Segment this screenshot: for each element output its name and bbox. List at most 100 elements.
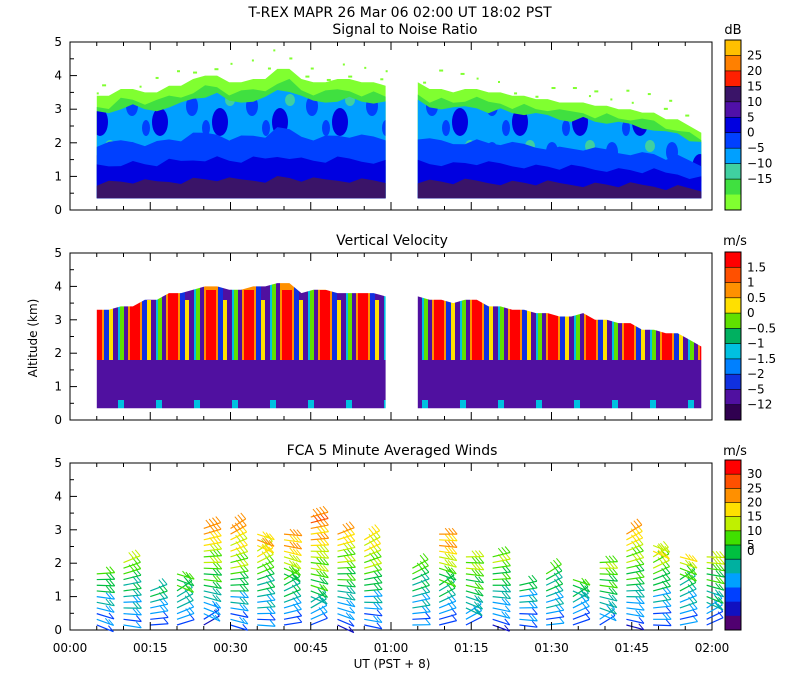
echo-speckle <box>588 95 591 98</box>
wind-barb-flag <box>451 547 458 555</box>
wind-barb-shaft <box>599 590 618 595</box>
wind-barb-flag <box>528 588 535 596</box>
y-axis-label: Altitude (km) <box>26 299 40 378</box>
wind-barb-flag <box>268 546 275 554</box>
wind-barb-shaft <box>283 589 301 598</box>
wind-barb-shaft <box>96 613 115 620</box>
wind-barb-shaft <box>310 578 329 585</box>
data-layer <box>96 283 386 409</box>
wind-barb-shaft <box>203 573 222 576</box>
wind-barb-shaft <box>96 618 114 627</box>
wind-barb-shaft <box>626 613 645 618</box>
wind-barb-flag <box>242 617 249 625</box>
wind-barb-shaft <box>706 597 723 609</box>
colorbar-frame <box>724 39 742 211</box>
wind-barb-shaft <box>652 546 669 558</box>
wind-barb-flag <box>322 591 328 598</box>
wind-barb-flag <box>661 544 667 552</box>
wind-barb-shaft <box>203 522 221 530</box>
wind-barb-flag <box>295 562 302 570</box>
wind-barb-flag <box>319 506 326 514</box>
wind-barb-shaft <box>652 566 670 575</box>
wind-barb-flag <box>296 542 303 550</box>
wind-barb-flag <box>501 572 508 580</box>
wind-barb-shaft <box>599 584 618 589</box>
wind-barb-flag <box>714 589 721 596</box>
wind-barb-flag <box>323 525 329 532</box>
wind-barb-flag <box>346 554 353 562</box>
wind-barb-shaft <box>230 564 249 569</box>
wind-barb-shaft <box>310 611 328 620</box>
echo-speckle <box>551 87 556 90</box>
wind-barb-flag <box>448 547 454 554</box>
wind-barb-flag <box>136 601 142 609</box>
wind-barb-flag <box>215 601 222 609</box>
wind-barb-flag <box>444 540 451 547</box>
wind-barb-shaft <box>364 618 383 624</box>
wind-barb-flag <box>635 596 642 604</box>
colorbar-swatch <box>725 374 741 390</box>
wind-barb-shaft <box>653 592 671 598</box>
wind-barb-shaft <box>652 585 671 592</box>
wind-barb-flag <box>346 599 352 607</box>
wind-barb-flag <box>478 576 485 584</box>
wind-barb-flag <box>630 534 637 542</box>
snr-x-ticks <box>69 42 713 210</box>
wind-barb-shaft <box>310 511 329 518</box>
wind-barb-flag <box>323 531 330 539</box>
colorbar-swatch <box>725 163 741 180</box>
wind-barb-shaft <box>176 586 193 598</box>
wind-barb-flag <box>318 596 325 603</box>
wind-barb-flag <box>261 543 268 551</box>
wind-barb-shaft <box>652 579 671 586</box>
wind-barb-flag <box>350 573 356 581</box>
wind-barb-shaft <box>626 556 644 564</box>
wind-barb-shaft <box>230 551 248 558</box>
wind-barb-flag <box>128 552 135 559</box>
snr-y-axis: 0 1 2 3 4 5 <box>54 35 77 217</box>
wind-barb-flag <box>553 559 559 567</box>
wind-barb-flag <box>373 596 380 603</box>
wind-barb-flag <box>719 551 726 558</box>
wind-barb-shaft <box>364 549 382 558</box>
wind-barb-flag <box>349 593 356 601</box>
wind-barb-shaft <box>465 561 484 564</box>
wind-barb-flag <box>612 555 619 562</box>
wind-barb-shaft <box>310 531 329 535</box>
wind-barb-flag <box>448 527 455 535</box>
wind-barb-shaft <box>123 587 142 592</box>
wind-barb-shaft <box>364 562 382 569</box>
wind-barb-shaft <box>203 601 221 609</box>
colorbar-label: −5 <box>747 382 765 396</box>
wind-barb-flag <box>104 617 111 625</box>
wind-barb-flag <box>501 559 508 567</box>
wind-barb-shaft <box>412 584 430 592</box>
wind-barb-shaft <box>492 590 511 593</box>
wind-y-axis: 0 1 2 3 4 5 <box>54 456 77 637</box>
wind-barb-flag <box>346 561 353 568</box>
wind-barb-shaft <box>438 579 456 588</box>
wind-barb-flag <box>471 556 478 564</box>
wind-barb-flag <box>105 592 112 599</box>
wind-barb-flag <box>531 588 538 595</box>
wind-barb-flag <box>184 584 191 592</box>
wind-barb-flag <box>262 537 268 545</box>
colorbar-swatch <box>725 358 741 375</box>
wind-barb-shaft <box>492 578 511 581</box>
y-tick-label: 0 <box>54 413 62 427</box>
wind-barb-flag <box>162 604 169 612</box>
wind-barb-flag <box>607 606 614 614</box>
wind-barb-shaft <box>176 593 194 603</box>
y-tick-label: 5 <box>54 246 62 260</box>
wind-barb-shaft <box>123 613 142 616</box>
wind-barb-shaft <box>626 576 645 581</box>
wind-barb-flag <box>292 535 299 543</box>
wind-barb-shaft <box>257 618 276 621</box>
wind-barb-shaft <box>626 583 645 586</box>
wind-barb-flag <box>376 616 383 623</box>
wind-panel: FCA 5 Minute Averaged Winds m/s 0 1 2 3 4 5 0… <box>53 443 763 655</box>
wind-barb-shaft <box>283 615 302 620</box>
wind-barb-flag <box>161 578 168 585</box>
wind-barb-flag <box>477 596 484 603</box>
wind-barb-shaft <box>492 624 510 632</box>
